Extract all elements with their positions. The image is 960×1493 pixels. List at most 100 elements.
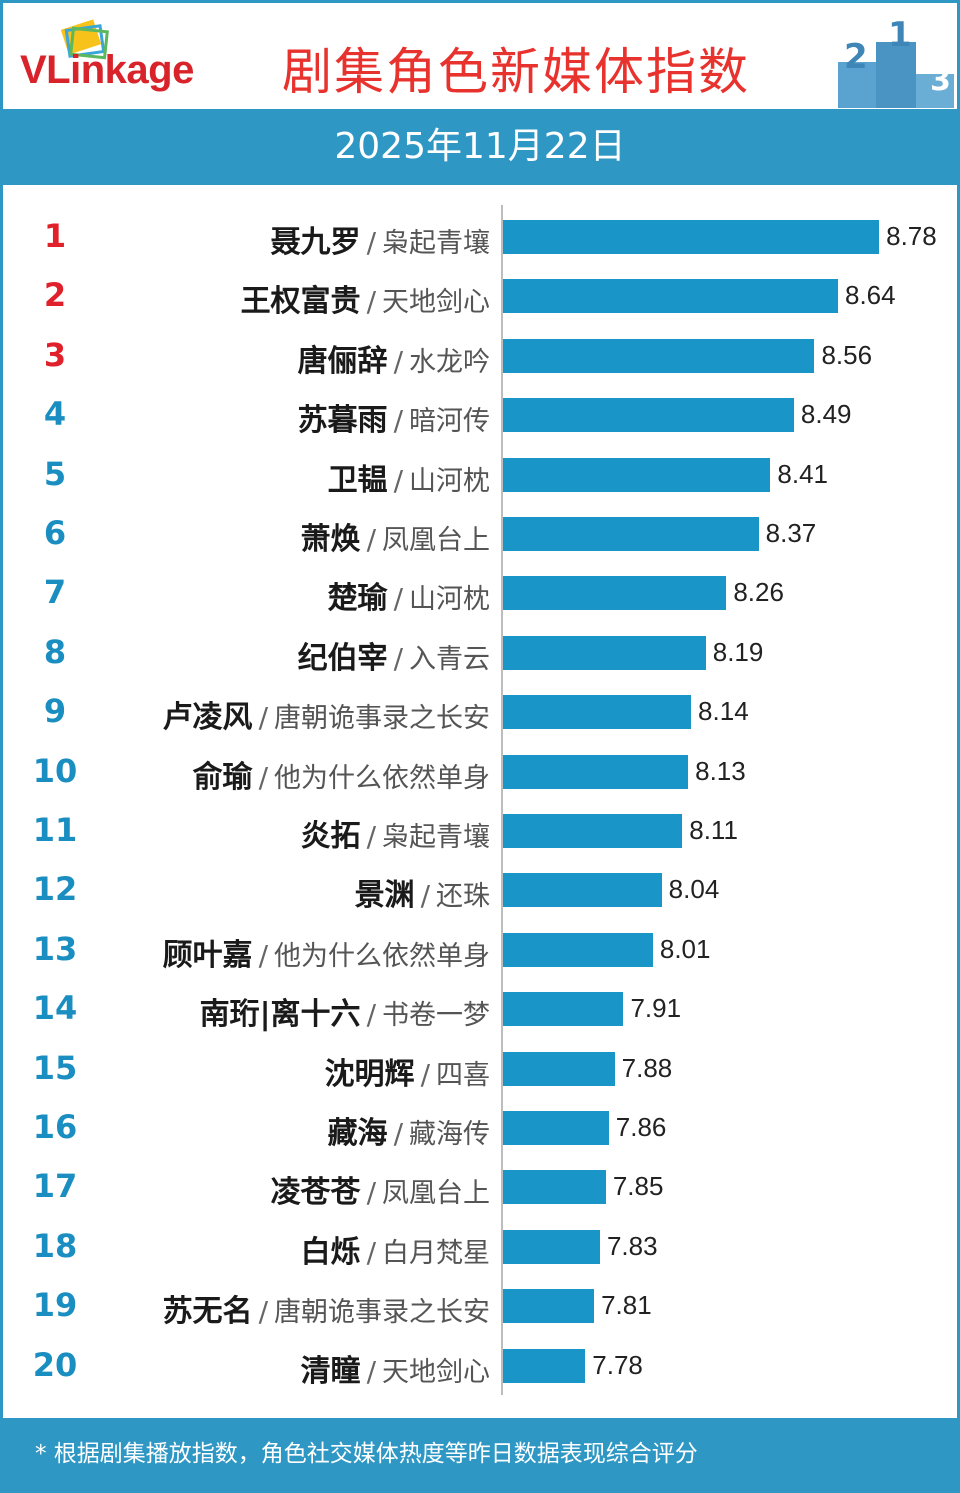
character-name: 炎拓	[300, 819, 361, 854]
label-separator: /	[366, 226, 376, 259]
rank-number: 17	[32, 1167, 78, 1206]
footer-bar: * 根据剧集播放指数，角色社交媒体热度等昨日数据表现综合评分	[3, 1418, 957, 1490]
value-label: 8.14	[698, 696, 749, 727]
rank-number: 19	[32, 1286, 78, 1325]
bar	[503, 1051, 615, 1086]
drama-title: 唐朝诡事录之长安	[274, 1297, 490, 1329]
chart-axis-line	[501, 205, 503, 1395]
drama-title: 凤凰台上	[382, 525, 490, 556]
bar	[503, 1229, 600, 1264]
drama-title: 还珠	[436, 881, 490, 913]
character-name: 卫韫	[327, 462, 388, 498]
bar	[503, 1289, 595, 1324]
date-banner: 2025年11月22日	[3, 109, 957, 185]
rank-number: 10	[32, 751, 78, 790]
label-separator: /	[393, 463, 403, 497]
value-label: 7.88	[621, 1052, 673, 1083]
podium-digit-3: 3	[930, 63, 951, 98]
rank-number: 13	[32, 929, 78, 968]
label-separator: /	[366, 1235, 376, 1269]
character-name: 清瞳	[300, 1353, 361, 1389]
vlinkage-logo: VLinkage	[8, 10, 218, 100]
value-label: 7.91	[630, 993, 682, 1024]
bar	[503, 873, 662, 908]
character-name: 苏暮雨	[297, 403, 388, 439]
drama-title: 他为什么依然单身	[274, 940, 490, 972]
logo-wordmark-part: VLink	[20, 48, 127, 92]
bar-label: 楚瑜 / 山河枕	[328, 573, 490, 617]
rank-number: 1	[43, 217, 67, 255]
label-separator: /	[420, 879, 430, 913]
logo-wordmark-part: age	[126, 48, 194, 92]
character-name: 聂九罗	[270, 225, 361, 260]
bar-label: 纪伯宰 / 入青云	[298, 633, 490, 677]
value-label: 8.49	[800, 399, 852, 430]
rank-number: 3	[43, 335, 67, 374]
value-label: 7.78	[592, 1349, 643, 1380]
bar-label: 苏暮雨 / 暗河传	[298, 395, 490, 439]
bar-label: 沈明辉 / 四喜	[325, 1049, 490, 1093]
character-name: 纪伯宰	[297, 640, 388, 676]
label-separator: /	[366, 1176, 376, 1210]
drama-title: 山河枕	[409, 584, 490, 616]
label-separator: /	[366, 1354, 376, 1388]
drama-title: 四喜	[436, 1059, 490, 1091]
value-label: 8.11	[689, 815, 738, 845]
drama-title: 他为什么依然单身	[274, 762, 490, 794]
label-separator: /	[393, 404, 403, 438]
character-name: 沈明辉	[324, 1056, 415, 1092]
bar-label: 顾叶嘉 / 他为什么依然单身	[163, 930, 490, 974]
label-separator: /	[258, 938, 268, 972]
drama-title: 暗河传	[409, 406, 490, 438]
value-label: 7.85	[612, 1171, 664, 1202]
rank-number: 6	[43, 514, 67, 552]
label-separator: /	[393, 641, 403, 675]
value-label: 8.13	[695, 755, 746, 786]
bar-label: 俞瑜 / 他为什么依然单身	[193, 752, 490, 796]
label-separator: /	[258, 760, 268, 794]
label-separator: /	[393, 344, 403, 378]
rank-number: 15	[32, 1048, 78, 1087]
bar-label: 白烁 / 白月梵星	[301, 1227, 490, 1271]
bar-label: 清瞳 / 天地剑心	[301, 1346, 490, 1390]
bar	[503, 754, 689, 789]
bar	[503, 695, 692, 730]
drama-title: 水龙吟	[409, 346, 490, 378]
value-label: 8.78	[886, 221, 937, 251]
rank-number: 7	[43, 573, 67, 612]
bar	[503, 517, 759, 551]
bar-label: 萧焕 / 凤凰台上	[301, 514, 490, 558]
bar	[503, 1348, 586, 1383]
character-name: 景渊	[354, 878, 415, 914]
rank-number: 9	[43, 692, 67, 731]
value-label: 7.83	[606, 1230, 658, 1261]
footer-note: * 根据剧集播放指数，角色社交媒体热度等昨日数据表现综合评分	[35, 1441, 698, 1467]
bar	[503, 457, 771, 492]
label-separator: /	[393, 1117, 403, 1150]
drama-title: 枭起青壤	[382, 822, 490, 853]
drama-title: 天地剑心	[382, 1356, 490, 1388]
drama-title: 唐朝诡事录之长安	[274, 703, 490, 735]
logo-wordmark: VLinkage	[20, 48, 194, 93]
label-separator: /	[258, 1295, 268, 1329]
rank-number: 14	[32, 989, 78, 1028]
podium-icon: 2 1 3	[838, 15, 954, 108]
character-name: 萧焕	[300, 522, 361, 557]
character-name: 白烁	[300, 1234, 361, 1270]
bar	[503, 576, 727, 611]
drama-title: 凤凰台上	[382, 1178, 490, 1210]
label-separator: /	[258, 701, 268, 735]
bar-label: 卢凌风 / 唐朝诡事录之长安	[163, 692, 490, 736]
bar-label: 王权富贵 / 天地剑心	[241, 276, 490, 320]
bar-label: 唐俪辞 / 水龙吟	[298, 336, 490, 380]
bar-label: 聂九罗 / 枭起青壤	[271, 217, 490, 261]
rank-number: 11	[32, 811, 78, 849]
bar	[503, 220, 880, 254]
value-label: 8.19	[712, 636, 764, 667]
chart-title: 剧集角色新媒体指数	[282, 43, 750, 101]
label-separator: /	[420, 1057, 430, 1091]
character-name: 卢凌风	[162, 700, 253, 736]
logo-emblem-icon	[60, 19, 109, 60]
value-label: 7.81	[601, 1290, 652, 1321]
label-separator: /	[393, 582, 403, 616]
